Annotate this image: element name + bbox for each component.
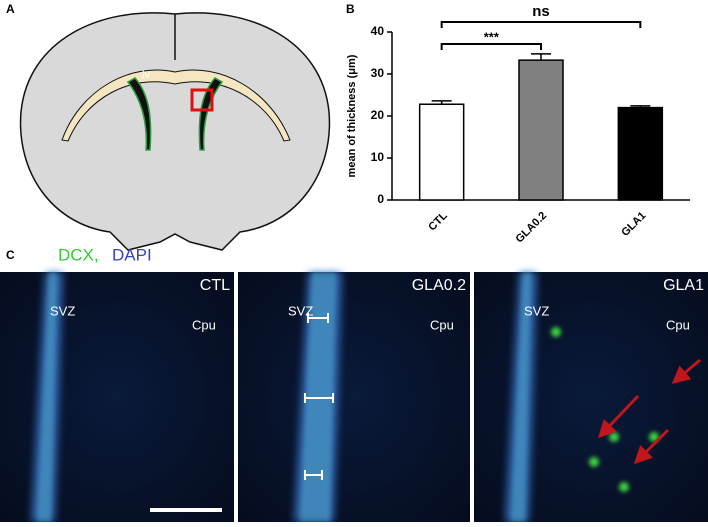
bar-chart: 0 10 20 30 40 mean of thickness (μm) CTL GLA0.2…	[346, 3, 690, 245]
y-tick-label: 20	[371, 108, 385, 122]
dcx-cell	[619, 482, 629, 492]
region-label: SVZ	[524, 303, 549, 318]
bar	[518, 59, 564, 201]
thickness-marker	[304, 470, 323, 480]
region-label: SVZ	[288, 303, 313, 318]
region-label: Cpu	[666, 317, 690, 332]
dcx-cell	[589, 457, 599, 467]
x-tick-label: GLA1	[619, 210, 648, 239]
panel-letter: B	[346, 2, 355, 16]
y-axis-label: mean of thickness (μm)	[346, 54, 358, 177]
x-tick-label: CTL	[426, 209, 450, 233]
micrographs: CTL SVZ Cpu GLA0.2 SVZ Cpu GLA1 SVZ Cpu	[0, 272, 708, 522]
brain-diagram	[19, 12, 331, 251]
y-tick-label: 40	[371, 24, 385, 38]
stain-label: DCX,	[58, 245, 99, 264]
stain-label: DAPI	[112, 245, 152, 264]
x-tick-label: GLA0.2	[513, 210, 549, 246]
micrograph: GLA0.2 SVZ Cpu	[238, 272, 470, 522]
significance-label: ns	[532, 3, 550, 20]
svz-core	[511, 272, 531, 522]
significance-bracket	[440, 43, 542, 50]
y-tick-label: 10	[371, 150, 385, 164]
svz-core	[37, 272, 57, 522]
dcx-cell	[609, 432, 619, 442]
panel-letter: A	[6, 2, 15, 16]
group-label: CTL	[200, 277, 230, 294]
group-label: GLA1	[663, 277, 704, 294]
image-background	[238, 272, 470, 522]
micrograph: GLA1 SVZ Cpu	[474, 272, 708, 522]
region-label: Cpu	[430, 317, 454, 332]
arrow	[633, 428, 670, 465]
micrograph: CTL SVZ Cpu	[0, 272, 234, 522]
y-tick-label: 0	[377, 192, 384, 206]
panel-letter: C	[6, 248, 15, 262]
arrow	[597, 394, 640, 439]
significance-label: ***	[484, 29, 500, 44]
region-label: SVZ	[50, 303, 75, 318]
significance-bracket	[440, 21, 642, 28]
region-label: Cpu	[192, 317, 216, 332]
ventricle-label: lv	[142, 69, 150, 81]
y-tick-label: 30	[371, 66, 385, 80]
bar	[617, 106, 664, 201]
bar	[418, 103, 465, 201]
dcx-cell	[551, 327, 561, 337]
arrow	[671, 358, 701, 384]
thickness-marker	[304, 393, 334, 403]
thickness-marker	[307, 313, 329, 323]
group-label: GLA0.2	[412, 277, 466, 294]
